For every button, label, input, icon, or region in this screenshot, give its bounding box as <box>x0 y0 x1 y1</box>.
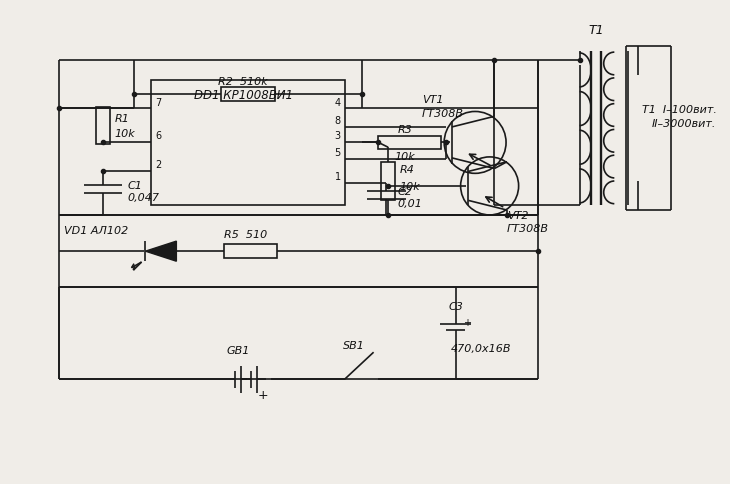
Text: 10k: 10k <box>395 151 415 162</box>
Text: 470,0х16В: 470,0х16В <box>451 343 512 353</box>
Text: R1: R1 <box>115 113 129 123</box>
Text: 2: 2 <box>155 160 161 170</box>
Text: R3: R3 <box>398 124 412 135</box>
Text: 8: 8 <box>334 116 341 126</box>
Text: ГТ308В: ГТ308В <box>422 109 464 119</box>
Text: 3: 3 <box>334 131 341 141</box>
Text: II–3000вит.: II–3000вит. <box>652 119 716 129</box>
Text: 0,047: 0,047 <box>127 193 159 203</box>
Text: 1: 1 <box>334 171 341 182</box>
Text: 6: 6 <box>155 131 161 141</box>
Text: VT2: VT2 <box>507 211 529 220</box>
Text: 10k: 10k <box>400 182 420 192</box>
Text: 10k: 10k <box>115 129 135 139</box>
Text: ГТ308В: ГТ308В <box>507 224 549 234</box>
Text: 5: 5 <box>334 148 341 157</box>
Text: VT1: VT1 <box>422 95 443 105</box>
Polygon shape <box>145 242 177 262</box>
Bar <box>96 108 109 145</box>
Text: 4: 4 <box>334 97 341 107</box>
Text: VD1 АЛ102: VD1 АЛ102 <box>64 226 128 235</box>
Text: R2  510k: R2 510k <box>218 76 268 86</box>
Text: C1: C1 <box>127 181 142 191</box>
Text: +: + <box>258 389 268 401</box>
Text: Т1  I–100вит.: Т1 I–100вит. <box>642 105 718 114</box>
Bar <box>221 88 274 102</box>
Bar <box>151 80 345 206</box>
Text: Т1: Т1 <box>588 24 604 37</box>
Text: DD1 КР1008ВИ1: DD1 КР1008ВИ1 <box>193 89 293 101</box>
Text: R5  510: R5 510 <box>224 229 268 239</box>
Bar <box>381 163 395 201</box>
Text: R4: R4 <box>400 165 415 175</box>
Text: C2: C2 <box>398 187 412 197</box>
Text: SB1: SB1 <box>343 341 365 351</box>
Bar <box>224 245 277 258</box>
Bar <box>378 136 441 150</box>
Text: GB1: GB1 <box>226 346 250 356</box>
Text: 7: 7 <box>155 97 161 107</box>
Text: 0,01: 0,01 <box>398 198 423 208</box>
Text: C3: C3 <box>448 302 464 312</box>
Text: +: + <box>464 317 472 327</box>
